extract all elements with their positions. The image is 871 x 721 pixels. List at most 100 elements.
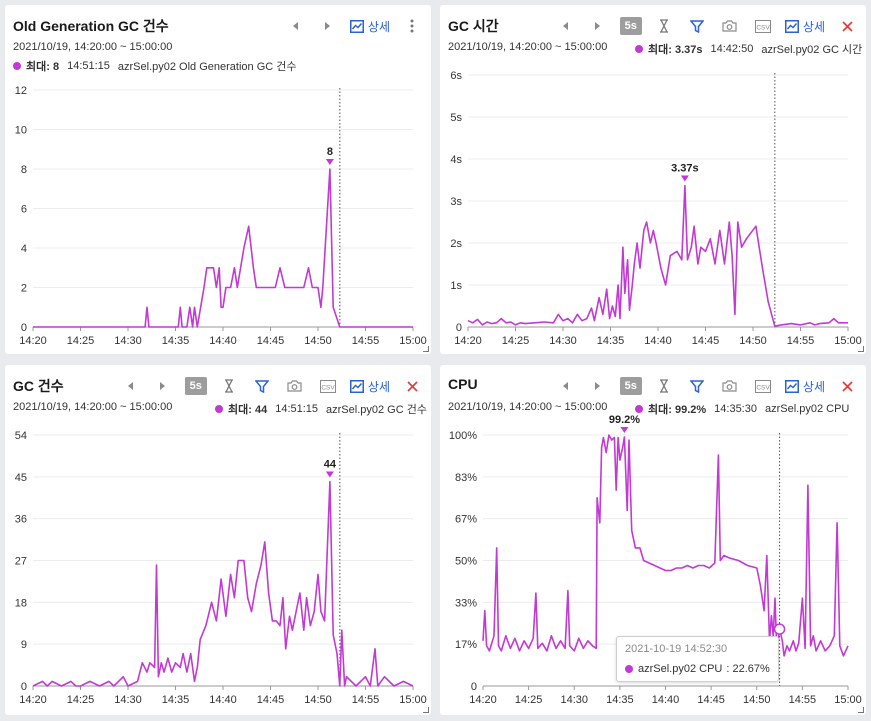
filter-icon[interactable] (686, 15, 708, 37)
series-dot (635, 405, 643, 413)
csv-icon[interactable]: CSV (752, 15, 774, 37)
panel-old-gen-gc: Old Generation GC 건수 상세 2021/10/19, 14:2… (5, 5, 431, 354)
more-icon[interactable] (401, 15, 423, 37)
prev-icon[interactable] (554, 15, 576, 37)
y-tick-label: 54 (15, 430, 27, 442)
next-icon[interactable] (317, 15, 339, 37)
x-tick-label: 14:20 (19, 335, 47, 347)
x-tick-label: 14:45 (697, 694, 725, 706)
chart-gc-count[interactable]: 0 9 18 27 36 45 54 14:20 14:25 14:30 14:35 14:40 14:… (5, 365, 431, 715)
tooltip-series: azrSel.py02 CPU (638, 663, 723, 675)
x-tick-label: 14:30 (549, 335, 577, 347)
next-icon[interactable] (152, 375, 174, 397)
chart-cpu[interactable]: 0 17% 33% 50% 67% 83% 100% 14:20 14:25 14:30 14:35… (440, 365, 866, 715)
y-tick-label: 3s (450, 196, 462, 208)
y-tick-label: 6 (21, 204, 27, 216)
panel-gc-time: GC 시간 5s CSV 상세 2021/10/19, 14:20:00 ~ 1… (440, 5, 866, 354)
y-tick-label: 0 (21, 322, 27, 334)
camera-icon[interactable] (284, 375, 306, 397)
chart-gc-time[interactable]: 0 1s 2s 3s 4s 5s 6s 14:20 14:25 14:30 14:35 14:40 14… (440, 5, 866, 354)
x-tick-label: 14:35 (162, 335, 190, 347)
max-marker (680, 175, 689, 182)
prev-icon[interactable] (554, 375, 576, 397)
hourglass-icon[interactable] (653, 15, 675, 37)
chart-old-gen-gc[interactable]: 0 2 4 6 8 10 12 14:20 14:25 14:30 14:35 14:40 14:45 1… (5, 5, 431, 354)
panel-toolbar: 5s CSV 상세 (543, 375, 858, 397)
y-tick-label: 36 (15, 514, 27, 526)
chart-detail-icon (784, 379, 799, 393)
detail-button[interactable]: 상세 (784, 378, 825, 395)
x-tick-label: 14:30 (114, 335, 142, 347)
x-tick-label: 14:45 (257, 694, 285, 706)
panel-cpu: CPU 5s CSV 상세 2021/10/19, 14:20:00 ~ 15:… (440, 365, 866, 715)
detail-button[interactable]: 상세 (349, 378, 390, 395)
y-tick-label: 0 (471, 681, 477, 693)
x-tick-label: 14:50 (739, 335, 767, 347)
next-icon[interactable] (587, 375, 609, 397)
panel-title: CPU (448, 376, 478, 392)
legend-time: 14:51:15 (67, 60, 110, 72)
x-tick-label: 14:40 (644, 335, 672, 347)
x-tick-label: 14:25 (67, 335, 95, 347)
prev-icon[interactable] (284, 15, 306, 37)
y-tick-label: 0 (21, 681, 27, 693)
camera-icon[interactable] (719, 375, 741, 397)
hourglass-icon[interactable] (218, 375, 240, 397)
interval-badge[interactable]: 5s (619, 377, 642, 395)
time-range: 2021/10/19, 14:20:00 ~ 15:00:00 (448, 41, 608, 53)
csv-icon[interactable]: CSV (752, 375, 774, 397)
y-tick-label: 1s (450, 280, 462, 292)
x-tick-label: 14:25 (502, 335, 530, 347)
resize-handle[interactable] (858, 346, 864, 352)
y-tick-label: 2s (450, 238, 462, 250)
close-icon[interactable] (401, 375, 423, 397)
next-icon[interactable] (587, 15, 609, 37)
max-label: 3.37s (671, 162, 699, 174)
detail-button[interactable]: 상세 (784, 18, 825, 35)
y-tick-label: 100% (449, 430, 477, 442)
x-tick-label: 14:50 (304, 335, 332, 347)
x-tick-label: 14:20 (19, 694, 47, 706)
legend-series: azrSel.py02 GC 건수 (326, 404, 427, 416)
detail-button[interactable]: 상세 (349, 18, 390, 35)
legend-series: azrSel.py02 GC 시간 (761, 44, 863, 56)
camera-icon[interactable] (719, 15, 741, 37)
resize-handle[interactable] (858, 707, 864, 713)
csv-icon[interactable]: CSV (317, 375, 339, 397)
close-icon[interactable] (836, 15, 858, 37)
filter-icon[interactable] (686, 375, 708, 397)
legend-max: 최대: 3.37s (648, 44, 703, 56)
x-tick-label: 14:50 (304, 694, 332, 706)
x-tick-label: 15:00 (399, 694, 427, 706)
max-label: 44 (324, 458, 337, 470)
y-tick-label: 27 (15, 556, 27, 568)
panel-title: Old Generation GC 건수 (13, 18, 169, 34)
hover-tooltip: 2021-10-19 14:52:30 azrSel.py02 CPU : 22… (616, 636, 779, 682)
detail-label: 상세 (802, 19, 825, 34)
interval-badge[interactable]: 5s (619, 17, 642, 35)
hover-point (773, 623, 786, 635)
y-tick-label: 50% (455, 556, 477, 568)
resize-handle[interactable] (423, 346, 429, 352)
hourglass-icon[interactable] (653, 375, 675, 397)
y-tick-label: 6s (450, 70, 462, 82)
x-tick-label: 14:40 (209, 335, 237, 347)
interval-badge[interactable]: 5s (184, 377, 207, 395)
y-tick-label: 12 (15, 85, 27, 97)
prev-icon[interactable] (119, 375, 141, 397)
max-label: 99.2% (609, 414, 640, 426)
series-line (467, 184, 848, 328)
filter-icon[interactable] (251, 375, 273, 397)
y-tick-label: 83% (455, 472, 477, 484)
y-tick-label: 8 (21, 164, 27, 176)
close-icon[interactable] (836, 375, 858, 397)
x-tick-label: 14:45 (257, 335, 285, 347)
y-tick-label: 33% (455, 597, 477, 609)
tooltip-value: : 22.67% (726, 663, 770, 675)
detail-label: 상세 (802, 379, 825, 394)
detail-label: 상세 (367, 19, 390, 34)
legend-max: 최대: 8 (26, 61, 60, 73)
resize-handle[interactable] (423, 707, 429, 713)
x-tick-label: 14:35 (606, 694, 634, 706)
series-line (32, 480, 414, 687)
